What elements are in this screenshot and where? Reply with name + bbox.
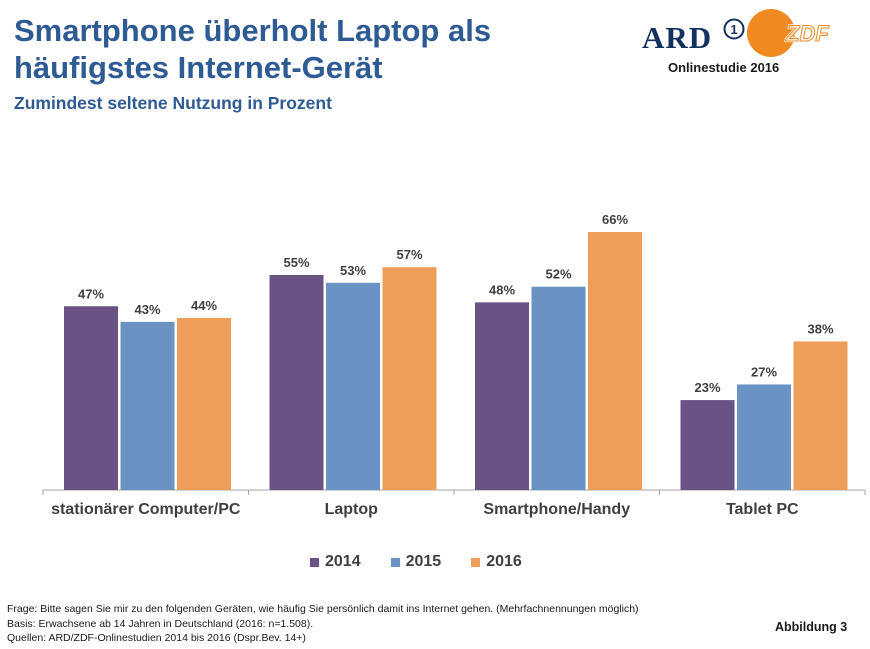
bar-2014-1 bbox=[269, 275, 324, 490]
category-label: Laptop bbox=[325, 501, 379, 518]
zdf-logo-text: ZDF bbox=[785, 21, 829, 46]
bar-2015-1 bbox=[326, 282, 380, 490]
legend-label: 2014 bbox=[325, 553, 361, 570]
bar-2016-0 bbox=[177, 318, 231, 490]
figure-label: Abbildung 3 bbox=[775, 620, 848, 634]
data-label: 48% bbox=[489, 282, 515, 297]
bar-2016-2 bbox=[588, 232, 642, 490]
legend-item-2016: 2016 bbox=[471, 553, 522, 571]
data-label: 53% bbox=[340, 263, 366, 278]
logo-caption: Onlinestudie 2016 bbox=[668, 60, 780, 75]
zdf-logo-outline: ZDF bbox=[785, 21, 829, 46]
data-label: 52% bbox=[545, 267, 571, 282]
chart-subtitle: Zumindest seltene Nutzung in Prozent bbox=[14, 93, 332, 113]
bar-2015-0 bbox=[120, 321, 175, 490]
ard-zdf-logo: ARD 1 ZDF ZDF Onlinestudie 2016 bbox=[640, 6, 840, 76]
legend-swatch bbox=[390, 557, 400, 567]
data-label: 66% bbox=[602, 212, 628, 227]
legend-swatch bbox=[310, 557, 319, 567]
data-label: 44% bbox=[191, 298, 217, 313]
data-label: 43% bbox=[134, 302, 160, 317]
bar-2014-2 bbox=[475, 302, 529, 490]
ard-logo-text: ARD bbox=[642, 20, 713, 55]
category-label: Tablet PC bbox=[726, 501, 799, 518]
bar-chart: 47% 43% 44% stationärer Computer/PC 55% 53% 57… bbox=[42, 212, 866, 518]
footnote-frage: Frage: Bitte sagen Sie mir zu den folgen… bbox=[7, 603, 639, 615]
chart-legend: 2014 2015 2016 bbox=[310, 553, 522, 571]
legend-item-2015: 2015 bbox=[390, 553, 442, 571]
legend-swatch bbox=[471, 557, 481, 567]
footnote-quellen: Quellen: ARD/ZDF-Onlinestudien 2014 bis … bbox=[7, 632, 306, 644]
ard-one-mark: 1 bbox=[730, 22, 737, 37]
data-label: 23% bbox=[694, 380, 720, 395]
legend-label: 2015 bbox=[405, 553, 442, 570]
legend-item-2014: 2014 bbox=[310, 553, 361, 571]
data-label: 47% bbox=[78, 286, 104, 301]
bar-2015-3 bbox=[737, 384, 791, 490]
bar-2016-3 bbox=[793, 341, 848, 490]
category-label: Smartphone/Handy bbox=[483, 501, 630, 518]
title-line-2: häufigstes Internet-Gerät bbox=[14, 50, 383, 85]
footnote: Frage: Bitte sagen Sie mir zu den folgen… bbox=[7, 602, 767, 646]
chart-title: Smartphone überholt Laptop als häufigste… bbox=[14, 12, 491, 86]
legend-label: 2016 bbox=[486, 553, 522, 570]
ard-one-icon: 1 bbox=[723, 18, 745, 40]
zdf-logo-icon: ZDF ZDF bbox=[747, 9, 830, 57]
bar-2014-3 bbox=[680, 400, 735, 490]
footnote-basis: Basis: Erwachsene ab 14 Jahren in Deutsc… bbox=[7, 617, 314, 630]
bar-2016-1 bbox=[382, 267, 437, 490]
data-label: 27% bbox=[751, 364, 777, 379]
category-label: stationärer Computer/PC bbox=[51, 501, 241, 518]
bar-2014-0 bbox=[64, 306, 118, 490]
data-label: 57% bbox=[396, 247, 422, 262]
data-label: 55% bbox=[283, 255, 309, 270]
data-label: 38% bbox=[807, 321, 833, 336]
bar-2015-2 bbox=[531, 286, 586, 490]
title-line-1: Smartphone überholt Laptop als bbox=[14, 13, 492, 48]
